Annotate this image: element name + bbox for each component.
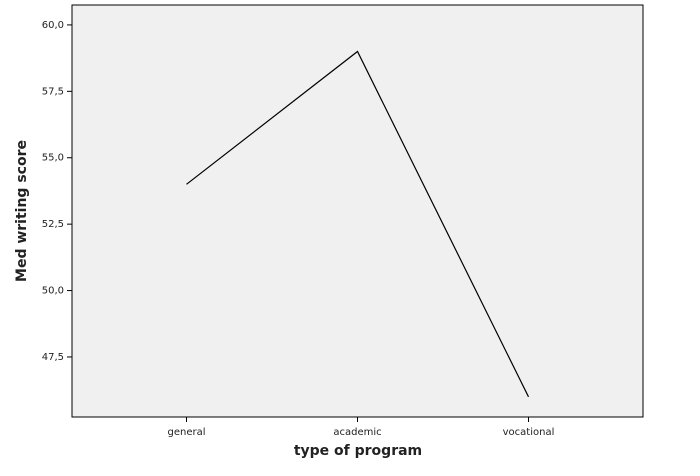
plot-area (71, 4, 644, 418)
y-tick-label: 55,0 (42, 153, 64, 164)
x-axis-title: type of program (294, 443, 422, 459)
x-tick-label: academic (333, 427, 381, 438)
y-tick-label: 47,5 (42, 352, 64, 363)
data-line (186, 50, 530, 398)
y-tick-label: 50,0 (42, 286, 64, 297)
y-axis-title: Med writing score (14, 140, 30, 282)
x-tick-label: general (167, 427, 205, 438)
y-tick-label: 57,5 (42, 86, 64, 97)
y-tick-label: 60,0 (42, 20, 64, 31)
y-tick-label: 52,5 (42, 219, 64, 230)
x-tick-label: vocational (503, 427, 555, 438)
